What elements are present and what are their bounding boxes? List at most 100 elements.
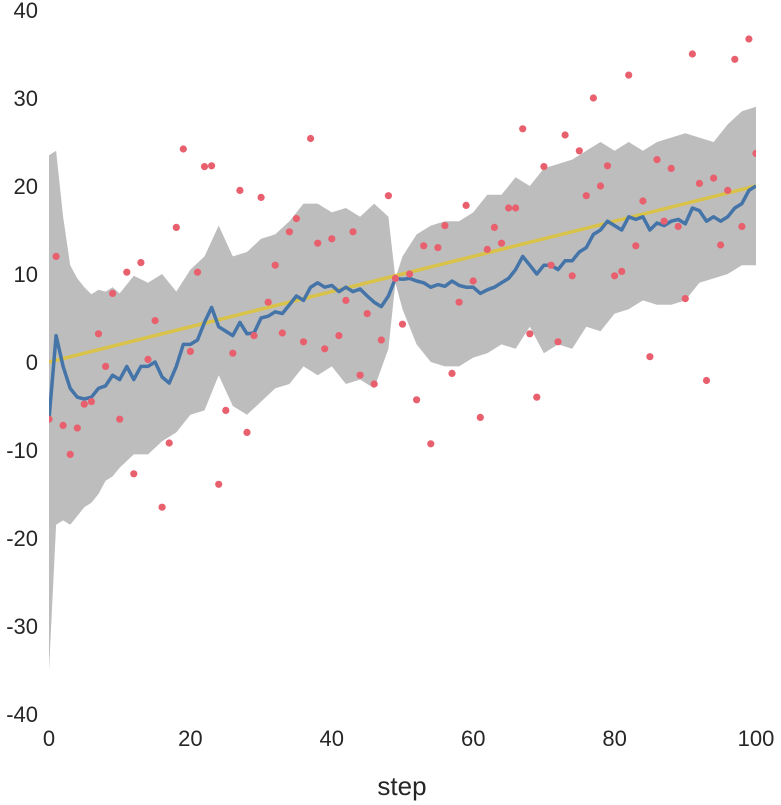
observation-point	[505, 204, 513, 212]
y-tick-label: -20	[6, 526, 38, 551]
observation-point	[526, 330, 534, 338]
observation-point	[455, 298, 463, 306]
observation-point	[151, 317, 159, 325]
observation-point	[406, 270, 414, 278]
observation-point	[427, 440, 435, 448]
observation-point	[123, 268, 131, 276]
observation-point	[172, 223, 180, 231]
observation-point	[80, 400, 88, 408]
observation-point	[547, 261, 555, 269]
x-tick-label: 100	[738, 726, 775, 751]
observation-point	[299, 338, 308, 346]
observation-point	[165, 439, 173, 447]
plot-area	[49, 35, 756, 671]
observation-point	[702, 376, 711, 385]
observation-point	[717, 241, 725, 249]
observation-point	[681, 295, 689, 303]
observation-point	[384, 192, 392, 200]
x-tick-label: 20	[178, 726, 202, 751]
observation-point	[596, 182, 605, 190]
observation-point	[646, 353, 654, 361]
observation-point	[639, 197, 647, 205]
y-tick-label: -10	[6, 438, 38, 463]
observation-point	[116, 415, 124, 423]
observation-point	[568, 272, 576, 280]
observation-point	[236, 186, 244, 194]
observation-point	[222, 406, 230, 414]
observation-point	[292, 215, 300, 223]
observation-point	[420, 242, 428, 250]
observation-point	[377, 336, 385, 344]
observation-point	[321, 345, 329, 353]
observation-point	[582, 192, 590, 200]
y-tick-label: 40	[14, 0, 38, 23]
observation-point	[271, 261, 279, 269]
observation-point	[625, 71, 633, 79]
observation-point	[370, 380, 378, 388]
observation-point	[483, 245, 491, 253]
observation-point	[575, 147, 583, 155]
observation-point	[250, 332, 258, 340]
observation-point	[342, 296, 350, 304]
observation-point	[398, 320, 407, 328]
observation-point	[441, 222, 449, 230]
x-axis-ticks: 0 20 40 60 80 100	[43, 726, 774, 751]
observation-point	[519, 125, 527, 133]
observation-point	[144, 355, 152, 363]
observation-point	[94, 330, 103, 338]
observation-point	[533, 393, 541, 401]
observation-point	[660, 217, 668, 225]
y-tick-label: 30	[14, 86, 38, 111]
x-tick-label: 40	[320, 726, 344, 751]
observation-point	[200, 163, 209, 171]
observation-point	[264, 298, 272, 306]
observation-point	[724, 186, 732, 194]
observation-point	[137, 259, 145, 267]
observation-point	[667, 164, 675, 172]
observation-point	[490, 223, 498, 231]
observation-point	[618, 267, 626, 275]
observation-point	[243, 428, 251, 436]
x-tick-label: 80	[602, 726, 626, 751]
observation-point	[328, 235, 336, 243]
observation-point	[52, 252, 60, 260]
estimate-line	[49, 184, 756, 420]
y-tick-label: 10	[14, 262, 38, 287]
observation-point	[738, 222, 746, 231]
observation-points	[49, 35, 756, 511]
observation-point	[158, 503, 166, 511]
observation-point	[413, 396, 421, 404]
observation-point	[66, 450, 74, 458]
observation-point	[278, 329, 286, 337]
observation-point	[109, 289, 117, 297]
truth-line	[49, 184, 756, 364]
y-tick-label: 20	[14, 174, 38, 199]
observation-point	[102, 362, 110, 370]
observation-point	[469, 277, 477, 285]
x-tick-label: 0	[43, 726, 55, 751]
observation-point	[540, 163, 548, 171]
observation-point	[653, 156, 661, 164]
observation-point	[257, 193, 265, 201]
y-tick-label: -40	[6, 702, 38, 727]
observation-point	[611, 272, 619, 280]
observation-point	[710, 174, 718, 182]
observation-point	[589, 94, 598, 102]
observation-point	[179, 145, 187, 153]
observation-point	[49, 415, 53, 423]
observation-point	[745, 35, 753, 43]
observation-point	[752, 149, 756, 157]
observation-point	[186, 347, 194, 355]
observation-point	[688, 50, 697, 58]
observation-point	[314, 239, 322, 247]
confidence-band	[49, 106, 756, 671]
observation-point	[215, 480, 223, 488]
observation-point	[356, 371, 364, 379]
observation-point	[476, 413, 484, 421]
observation-point	[603, 162, 612, 170]
observation-point	[307, 134, 315, 143]
observation-point	[285, 228, 293, 236]
x-axis-label: step	[377, 771, 426, 801]
observation-point	[448, 369, 456, 377]
